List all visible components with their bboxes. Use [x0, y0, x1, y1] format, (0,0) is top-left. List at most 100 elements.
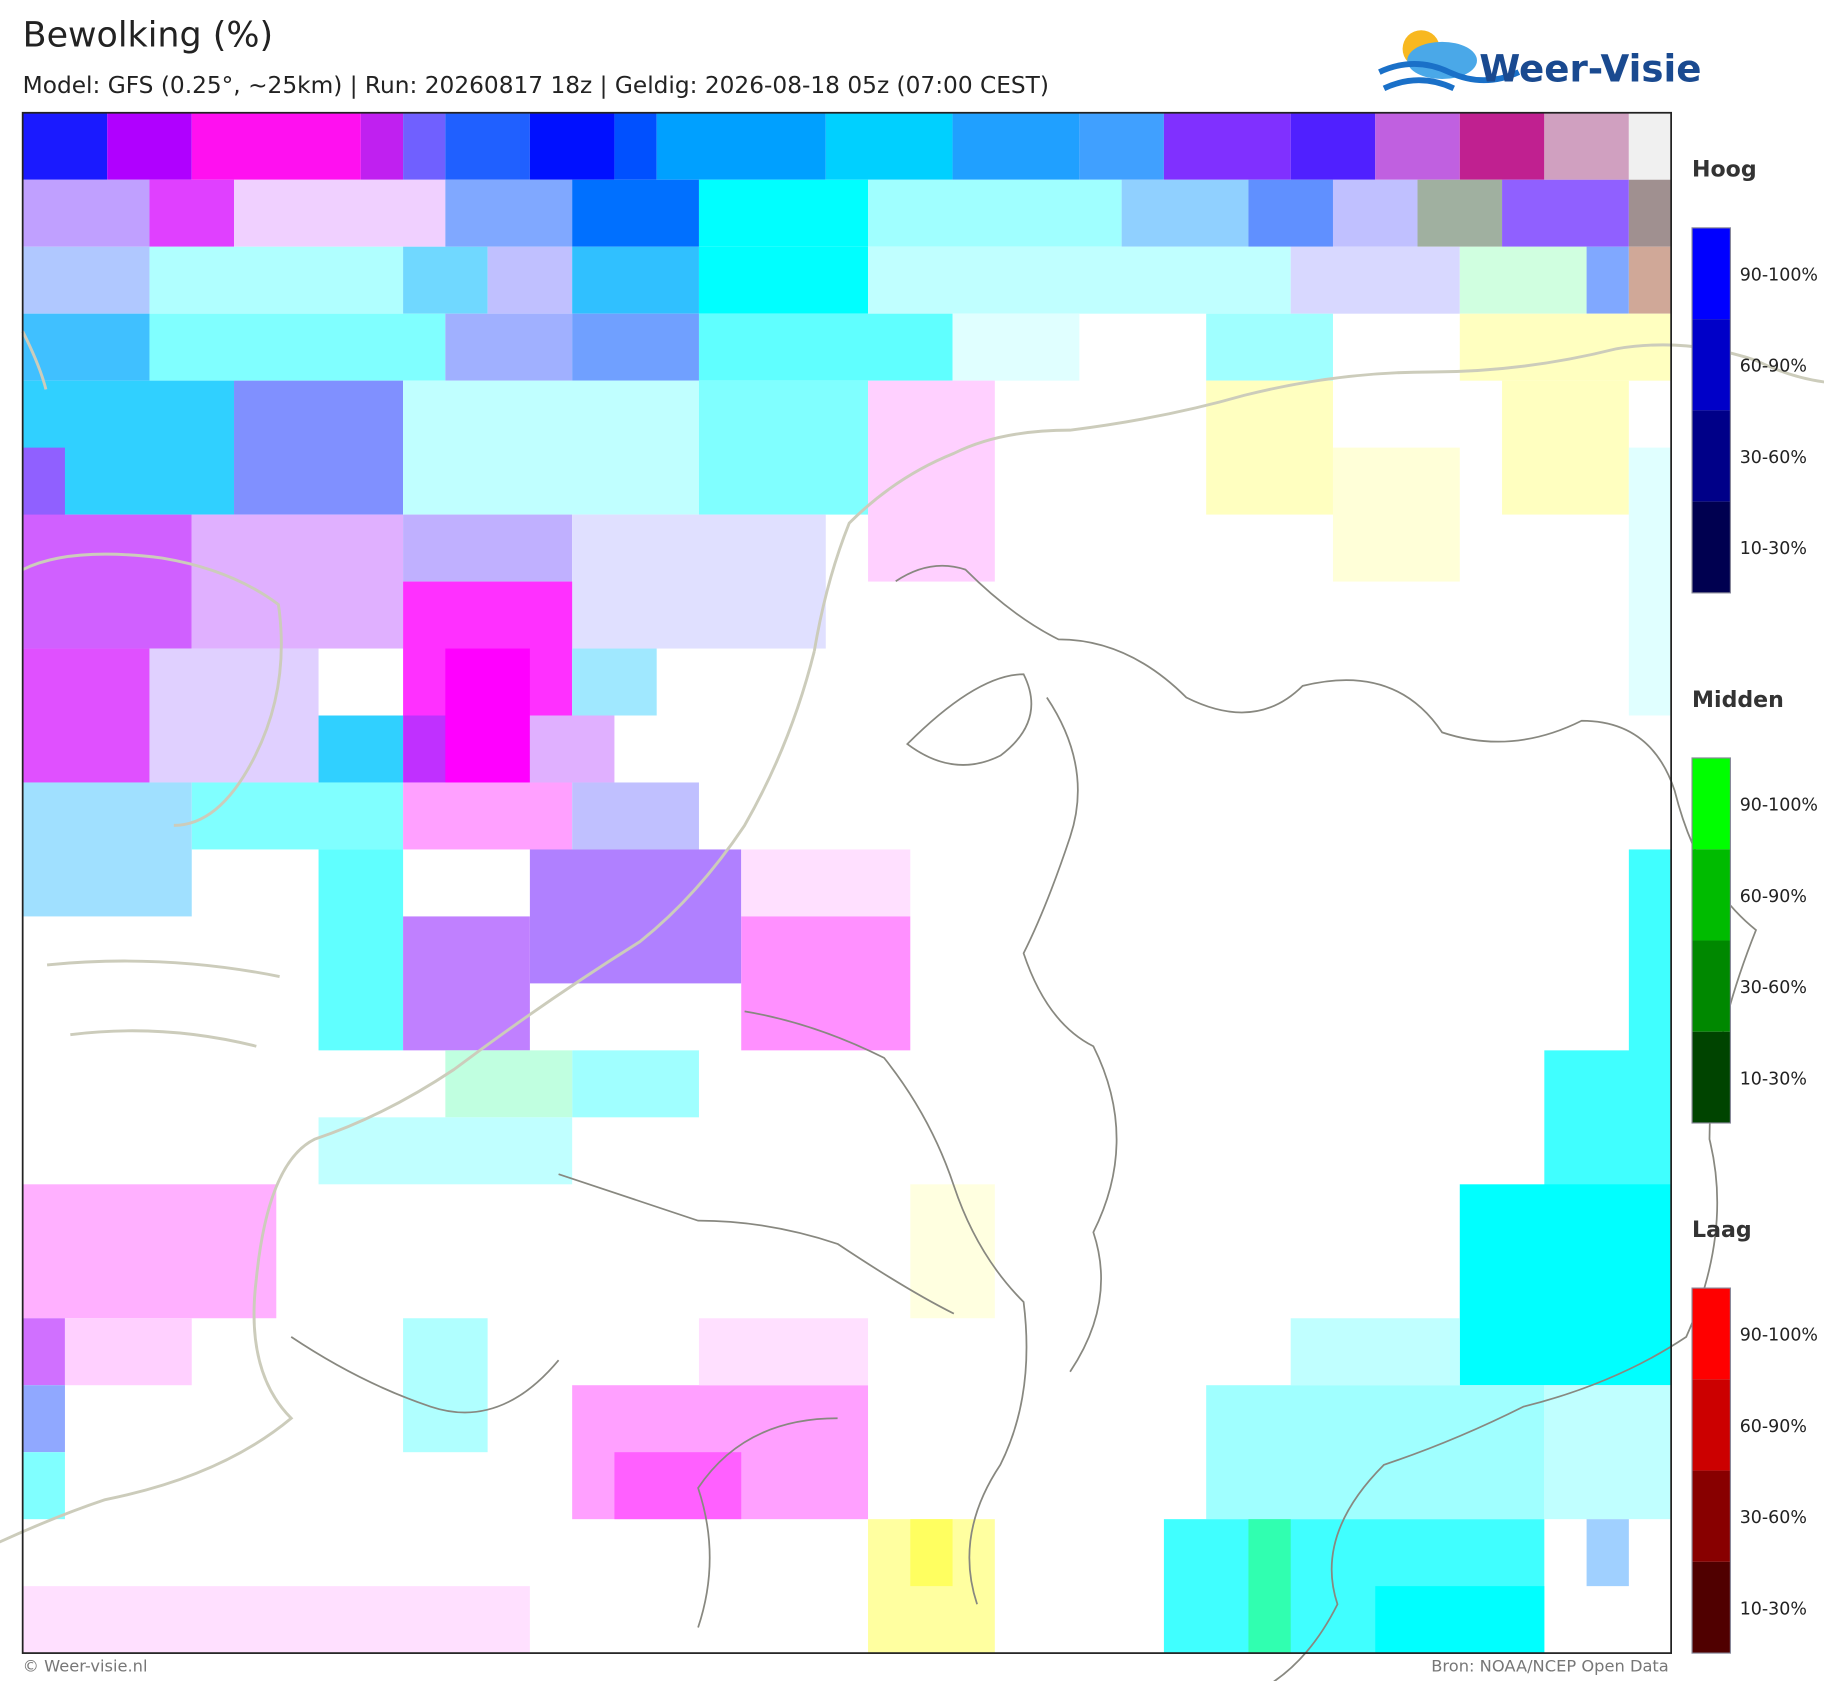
cloud-cell: [403, 1318, 488, 1453]
cloud-cell: [868, 179, 1122, 247]
legend-title: Laag: [1692, 1218, 1752, 1243]
cloud-cell: [1121, 179, 1249, 247]
legend-label: 10-30%: [1740, 1069, 1807, 1089]
cloud-cell: [1459, 112, 1545, 180]
legend-label: 60-90%: [1740, 887, 1807, 907]
cloud-cell: [825, 112, 953, 180]
cloud-cell: [1628, 447, 1672, 716]
cloud-cell: [1459, 246, 1587, 314]
legend-frame: [1691, 757, 1731, 1124]
cloud-cell: [741, 916, 911, 1051]
cloud-cell: [1163, 112, 1291, 180]
cloud-cell: [572, 313, 699, 381]
cloud-cell: [1459, 1184, 1672, 1386]
legend-swatch: [1692, 1561, 1731, 1654]
cloud-cell: [698, 313, 953, 381]
cloud-cell: [22, 179, 150, 247]
cloud-cell: [1586, 1519, 1629, 1587]
cloud-cell: [529, 112, 615, 180]
legend-swatch: [1692, 849, 1731, 941]
cloud-cell: [234, 380, 404, 515]
legend-label: 60-90%: [1740, 357, 1807, 377]
cloud-cell: [1375, 112, 1460, 180]
cloud-cell: [403, 112, 446, 180]
cloud-cell: [318, 715, 404, 783]
cloud-cell: [22, 112, 108, 180]
cloud-cell: [64, 1318, 192, 1386]
cloud-cell: [614, 112, 657, 180]
cloud-cell: [22, 514, 192, 649]
cloud-cell: [318, 1117, 573, 1185]
legend-label: 30-60%: [1740, 448, 1807, 468]
legend-swatch: [1692, 1470, 1731, 1562]
cloud-cell: [360, 112, 404, 180]
legend-title: Midden: [1692, 688, 1784, 713]
cloud-cell: [952, 112, 1080, 180]
cloud-cell: [403, 916, 530, 1051]
cloud-cell: [403, 246, 488, 314]
legend-swatch: [1692, 1379, 1731, 1471]
cloud-cell: [910, 1519, 953, 1587]
cloud-cell: [698, 380, 869, 515]
cloud-cell: [1586, 246, 1629, 314]
cloud-cell: [952, 313, 1080, 381]
cloud-cell: [318, 849, 404, 1051]
cloud-cell: [22, 1586, 530, 1654]
cloud-cell: [191, 782, 404, 850]
cloud-cell: [1290, 1318, 1460, 1386]
cloud-cell: [1628, 246, 1672, 314]
cloud-cell: [149, 313, 446, 381]
cloud-cell: [572, 514, 826, 649]
cloud-cell: [698, 1318, 869, 1386]
cloud-cell: [1206, 313, 1333, 381]
cloud-cell: [191, 112, 361, 180]
legend-label: 30-60%: [1740, 978, 1807, 998]
cloud-cell: [22, 246, 150, 314]
cloud-cell: [1417, 179, 1503, 247]
legend-swatch: [1692, 1031, 1731, 1123]
cloud-cell: [868, 380, 995, 582]
cloud-cell: [698, 179, 869, 247]
legend-title: Hoog: [1692, 158, 1757, 183]
cloud-cell: [1332, 179, 1418, 247]
legend-swatch: [1692, 410, 1731, 502]
legend-swatch: [1692, 501, 1731, 593]
legend-frame: [1691, 1287, 1731, 1654]
cloud-cell: [22, 1184, 277, 1319]
cloud-cell: [1332, 447, 1460, 582]
cloud-cell: [572, 1050, 699, 1118]
cloud-cell: [698, 246, 869, 314]
cloud-cell: [1290, 246, 1460, 314]
cloud-cell: [403, 782, 573, 850]
cloud-cell: [614, 1452, 742, 1520]
legend-label: 90-100%: [1740, 796, 1818, 816]
cloud-cell: [445, 648, 530, 783]
cloud-cell: [22, 1452, 65, 1520]
cloud-cell: [1544, 1385, 1672, 1520]
cloud-cell: [529, 849, 742, 984]
cloud-cell: [149, 648, 319, 783]
cloud-cell: [910, 1184, 995, 1319]
legend-swatch: [1692, 757, 1731, 850]
title: Bewolking (%): [23, 16, 273, 56]
cloud-cell: [191, 514, 404, 649]
cloud-cell: [1502, 179, 1629, 247]
cloud-cell: [22, 313, 150, 381]
legend-swatch: [1692, 1288, 1731, 1380]
coastlines: [0, 330, 1824, 1544]
cloud-cell: [22, 648, 150, 783]
cloud-cell: [529, 715, 615, 783]
cloud-cell: [487, 246, 573, 314]
cloud-cell: [445, 313, 573, 381]
logo: Weer-Visie: [1378, 30, 1701, 92]
cloud-cell: [1375, 1586, 1545, 1654]
cloud-cell: [445, 179, 573, 247]
cloud-cell: [1248, 179, 1333, 247]
cloud-cell: [403, 380, 699, 515]
cloud-cell: [741, 849, 911, 917]
cloud-cell: [572, 782, 699, 850]
cloud-cell: [1206, 1385, 1545, 1520]
cloud-cell: [107, 112, 192, 180]
legend-frame: [1691, 227, 1731, 594]
